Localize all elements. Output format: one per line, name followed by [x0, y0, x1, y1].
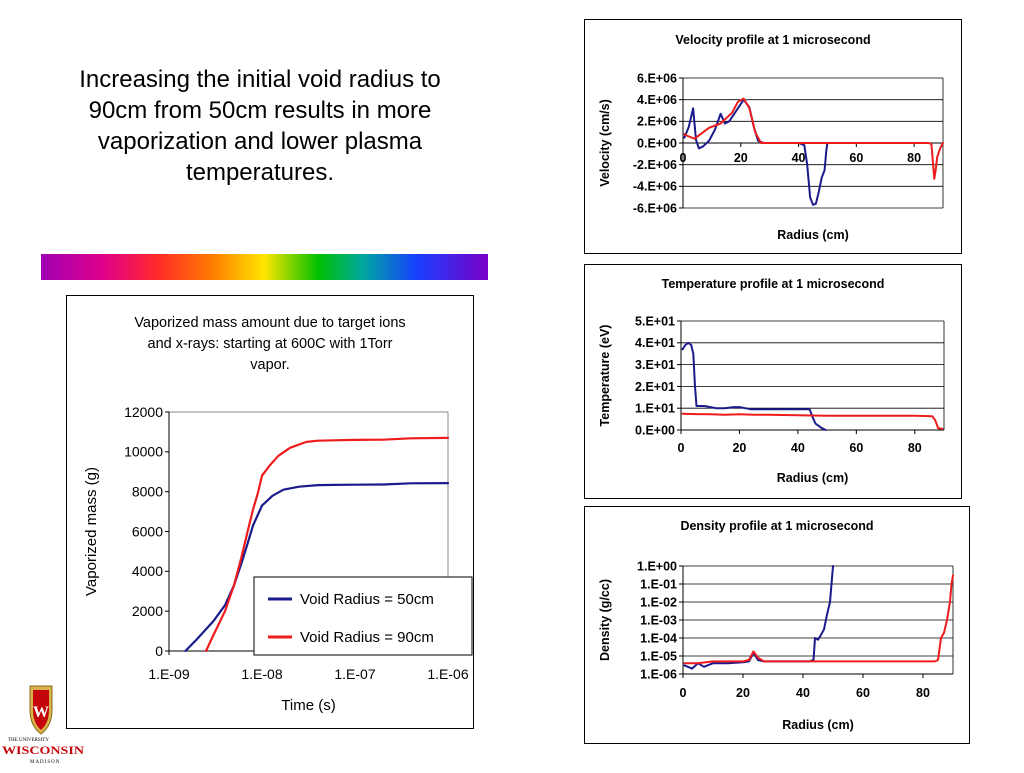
y-tick-label: -4.E+06: [633, 180, 677, 194]
y-axis-title: Velocity (cm/s): [598, 99, 612, 187]
y-tick-label: 5.E+01: [635, 314, 675, 328]
series-line-blue: [184, 482, 450, 653]
y-axis-title: Temperature (eV): [598, 325, 612, 427]
x-tick-label: 0: [680, 151, 687, 165]
crest-icon: W: [29, 685, 53, 735]
x-tick-label: 20: [732, 441, 746, 455]
density-plot: Density profile at 1 microsecond 1.E+00 1.…: [598, 519, 954, 732]
logo-line3: MADISON: [30, 760, 60, 765]
y-tick-label: 1.E-03: [640, 613, 677, 627]
svg-text:W: W: [33, 704, 49, 721]
university-logo: W THE UNIVERSITY WISCONSIN MADISON: [0, 684, 90, 768]
slide-headline: Increasing the initial void radius to 90…: [79, 66, 441, 186]
series-line-red: [683, 97, 944, 180]
x-tick-label: 40: [792, 151, 806, 165]
x-tick-label: 40: [791, 441, 805, 455]
x-tick-label: 60: [849, 151, 863, 165]
y-tick-label: -2.E+06: [633, 158, 677, 172]
vaporized-mass-plot: Vaporized mass amount due to target ions…: [83, 315, 473, 714]
y-tick-label: 10000: [124, 444, 163, 460]
x-tick-label: 1.E-08: [241, 666, 282, 682]
x-tick-label: 0: [680, 686, 687, 700]
series-line-blue: [683, 98, 830, 206]
velocity-plot: Velocity profile at 1 microsecond 6.E+06 4…: [598, 33, 944, 242]
y-tick-label: 12000: [124, 404, 163, 420]
y-tick-label: 1.E-01: [640, 577, 677, 591]
y-tick-label: 4.E+01: [635, 336, 675, 350]
y-tick-label: 2.E+01: [635, 380, 675, 394]
x-tick-label: 20: [736, 686, 750, 700]
chart-title-line: Density profile at 1 microsecond: [680, 519, 873, 533]
chart-title-line: vapor.: [250, 357, 290, 373]
y-axis-title: Vaporized mass (g): [83, 467, 100, 596]
y-tick-label: 0.E+00: [637, 136, 677, 150]
x-axis-title: Radius (cm): [777, 228, 849, 242]
y-tick-label: 2.E+06: [637, 115, 677, 129]
y-tick-label: 0: [155, 643, 163, 659]
x-tick-label: 80: [916, 686, 930, 700]
y-tick-label: 4.E+06: [637, 93, 677, 107]
chart-title-line: Velocity profile at 1 microsecond: [675, 33, 870, 47]
x-tick-label: 80: [907, 151, 921, 165]
legend-label: Void Radius = 50cm: [300, 591, 434, 608]
x-axis-title: Radius (cm): [782, 718, 854, 732]
y-tick-label: 6000: [132, 523, 163, 539]
density-chart: Density profile at 1 microsecond 1.E+00 1.…: [584, 506, 970, 744]
x-tick-label: 0: [678, 441, 685, 455]
x-tick-label: 40: [796, 686, 810, 700]
x-tick-label: 60: [849, 441, 863, 455]
y-tick-label: 3.E+01: [635, 358, 675, 372]
series-line-blue: [681, 341, 827, 431]
vaporized-mass-chart: Vaporized mass amount due to target ions…: [66, 295, 474, 729]
series-line-red: [683, 574, 954, 665]
logo-line1: THE UNIVERSITY: [8, 738, 49, 743]
logo-line2: WISCONSIN: [2, 743, 84, 757]
y-tick-label: 1.E-02: [640, 595, 677, 609]
y-tick-label: 4000: [132, 563, 163, 579]
y-tick-label: 1.E+01: [635, 402, 675, 416]
legend-label: Void Radius = 90cm: [300, 629, 434, 646]
y-tick-label: 8000: [132, 484, 163, 500]
x-tick-label: 1.E-07: [334, 666, 375, 682]
y-tick-label: 0.E+00: [635, 423, 675, 437]
y-tick-label: 6.E+06: [637, 71, 677, 85]
velocity-chart: Velocity profile at 1 microsecond 6.E+06 4…: [584, 19, 962, 254]
series-line-blue: [683, 565, 834, 670]
rainbow-bar: [41, 254, 488, 280]
chart-title-line: Temperature profile at 1 microsecond: [662, 277, 885, 291]
x-tick-label: 20: [734, 151, 748, 165]
temperature-plot: Temperature profile at 1 microsecond 5.E+…: [598, 277, 945, 485]
x-axis-title: Time (s): [281, 697, 335, 714]
series-line-red: [681, 412, 944, 430]
temperature-chart: Temperature profile at 1 microsecond 5.E+…: [584, 264, 962, 499]
series-line-red: [204, 436, 450, 653]
y-tick-label: 1.E-04: [640, 631, 677, 645]
x-tick-label: 1.E-06: [427, 666, 468, 682]
x-tick-label: 80: [908, 441, 922, 455]
x-axis-title: Radius (cm): [777, 471, 849, 485]
y-axis-title: Density (g/cc): [598, 579, 612, 661]
x-tick-label: 1.E-09: [148, 666, 189, 682]
y-tick-label: 1.E-06: [640, 667, 677, 681]
chart-title-line: and x-rays: starting at 600C with 1Torr: [148, 336, 393, 352]
x-tick-label: 60: [856, 686, 870, 700]
y-tick-label: 1.E+00: [637, 559, 677, 573]
chart-title-line: Vaporized mass amount due to target ions: [134, 315, 405, 331]
y-tick-label: 2000: [132, 603, 163, 619]
y-tick-label: 1.E-05: [640, 649, 677, 663]
y-tick-label: -6.E+06: [633, 201, 677, 215]
chart-legend: [253, 576, 473, 656]
